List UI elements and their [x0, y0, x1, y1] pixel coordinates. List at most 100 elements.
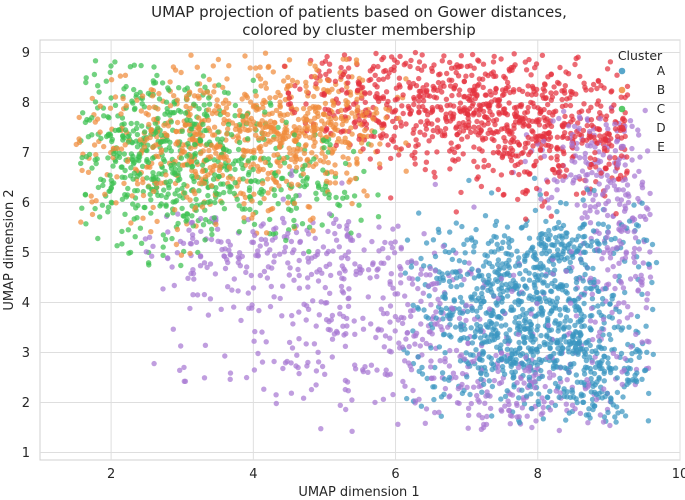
point-cluster-c — [83, 221, 89, 227]
point-cluster-e — [304, 275, 311, 281]
point-cluster-c — [221, 89, 228, 96]
point-cluster-e — [432, 409, 438, 416]
point-cluster-c — [119, 115, 126, 121]
point-cluster-d — [469, 91, 475, 97]
point-cluster-d — [463, 73, 469, 79]
point-cluster-e — [563, 268, 569, 274]
point-cluster-e — [185, 275, 191, 281]
point-cluster-d — [333, 96, 339, 102]
point-cluster-e — [296, 257, 302, 264]
point-cluster-c — [161, 158, 168, 164]
point-cluster-b — [188, 52, 194, 58]
point-cluster-b — [178, 252, 185, 258]
point-cluster-a — [590, 228, 597, 234]
point-cluster-a — [507, 355, 513, 362]
point-cluster-e — [526, 368, 532, 374]
point-cluster-e — [617, 278, 624, 285]
point-cluster-e — [243, 374, 250, 381]
point-cluster-b — [215, 56, 222, 63]
point-cluster-e — [635, 127, 641, 133]
point-cluster-a — [549, 308, 555, 314]
point-cluster-e — [495, 364, 501, 370]
point-cluster-d — [530, 85, 536, 91]
point-cluster-e — [258, 223, 264, 229]
point-cluster-c — [83, 75, 89, 81]
point-cluster-c — [78, 160, 84, 167]
point-cluster-d — [545, 101, 551, 108]
point-cluster-a — [622, 289, 628, 296]
point-cluster-c — [145, 90, 152, 97]
point-cluster-e — [180, 240, 187, 246]
point-cluster-e — [604, 212, 611, 219]
point-cluster-c — [134, 120, 140, 127]
point-cluster-d — [354, 88, 361, 94]
point-cluster-d — [525, 83, 531, 89]
point-cluster-a — [563, 314, 570, 320]
point-cluster-d — [588, 104, 594, 111]
point-cluster-e — [243, 269, 249, 276]
point-cluster-c — [106, 115, 112, 121]
point-cluster-d — [612, 155, 618, 161]
point-cluster-c — [209, 231, 215, 238]
y-tick-label: 2 — [22, 396, 30, 411]
point-cluster-d — [467, 63, 473, 69]
point-cluster-a — [541, 247, 548, 253]
point-cluster-a — [487, 318, 493, 325]
point-cluster-c — [196, 188, 202, 194]
point-cluster-c — [146, 262, 152, 268]
y-axis-label: UMAP dimension 2 — [2, 189, 17, 310]
point-cluster-c — [249, 155, 255, 161]
point-cluster-a — [612, 235, 618, 242]
point-cluster-d — [485, 120, 491, 127]
point-cluster-e — [174, 250, 181, 256]
point-cluster-e — [293, 229, 300, 236]
point-cluster-d — [420, 98, 427, 104]
point-cluster-c — [134, 131, 141, 138]
point-cluster-b — [201, 90, 207, 96]
point-cluster-e — [564, 377, 570, 383]
point-cluster-e — [385, 255, 391, 261]
point-cluster-b — [147, 134, 153, 141]
point-cluster-e — [360, 326, 367, 332]
point-cluster-d — [356, 136, 362, 142]
point-cluster-a — [558, 241, 564, 248]
point-cluster-d — [451, 86, 457, 92]
point-cluster-a — [499, 363, 506, 370]
point-cluster-a — [581, 371, 588, 377]
point-cluster-d — [588, 134, 594, 140]
point-cluster-c — [163, 194, 169, 200]
point-cluster-e — [549, 194, 555, 201]
point-cluster-c — [122, 192, 128, 198]
point-cluster-b — [229, 176, 236, 182]
point-cluster-a — [538, 242, 545, 249]
point-cluster-c — [194, 81, 200, 87]
point-cluster-b — [263, 141, 269, 147]
point-cluster-e — [289, 345, 296, 351]
point-cluster-c — [251, 221, 258, 228]
point-cluster-e — [532, 385, 538, 391]
point-cluster-b — [140, 215, 146, 221]
point-cluster-c — [101, 113, 107, 119]
point-cluster-b — [226, 164, 233, 170]
point-cluster-e — [560, 144, 566, 150]
point-cluster-c — [232, 102, 239, 109]
point-cluster-e — [642, 107, 648, 114]
point-cluster-d — [526, 117, 532, 124]
point-cluster-e — [409, 276, 416, 282]
point-cluster-a — [563, 417, 569, 423]
point-cluster-e — [400, 378, 406, 385]
point-cluster-d — [479, 120, 485, 126]
point-cluster-e — [227, 370, 234, 376]
point-cluster-a — [552, 360, 558, 366]
point-cluster-e — [561, 108, 567, 115]
point-cluster-e — [600, 152, 606, 158]
point-cluster-e — [264, 275, 271, 281]
point-cluster-e — [611, 183, 618, 189]
point-cluster-d — [356, 117, 362, 123]
point-cluster-e — [639, 179, 646, 185]
point-cluster-d — [511, 51, 517, 57]
point-cluster-c — [176, 85, 182, 91]
point-cluster-b — [211, 89, 217, 95]
point-cluster-b — [223, 105, 230, 111]
point-cluster-b — [277, 163, 283, 169]
